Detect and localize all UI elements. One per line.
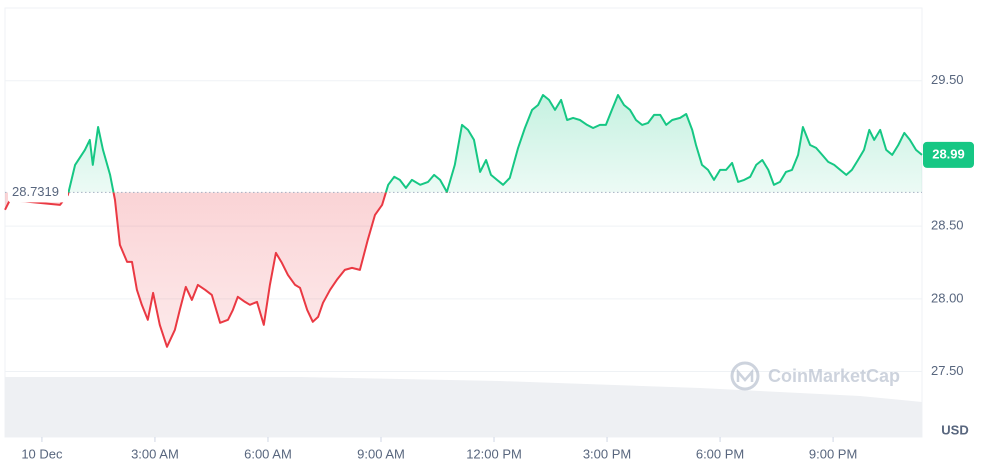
y-unit: USD <box>941 422 968 437</box>
watermark-text: CoinMarketCap <box>768 366 900 386</box>
volume-area <box>5 377 922 437</box>
x-tick-label: 9:00 PM <box>809 446 857 461</box>
y-tick-label: 29.50 <box>931 72 964 87</box>
watermark-logo <box>730 361 760 391</box>
y-tick-label: 28.50 <box>931 218 964 233</box>
x-tick-label: 6:00 PM <box>696 446 744 461</box>
baseline-label-bg <box>8 182 68 203</box>
watermark-logo-mark <box>736 368 754 382</box>
x-tick-label: 10 Dec <box>21 446 63 461</box>
x-tick-label: 12:00 PM <box>466 446 522 461</box>
baseline-label: 28.7319 <box>12 184 59 199</box>
watermark: CoinMarketCap <box>730 361 900 391</box>
y-tick-label: 27.50 <box>931 363 964 378</box>
area <box>5 95 922 347</box>
x-tick-label: 3:00 PM <box>583 446 631 461</box>
current-price-label: 28.99 <box>932 146 965 161</box>
y-tick-label: 28.00 <box>931 290 964 305</box>
x-tick-label: 6:00 AM <box>244 446 292 461</box>
x-tick-label: 3:00 AM <box>131 446 179 461</box>
price-line <box>4 94 923 348</box>
x-tick-label: 9:00 AM <box>357 446 405 461</box>
current-price-badge <box>923 141 974 168</box>
